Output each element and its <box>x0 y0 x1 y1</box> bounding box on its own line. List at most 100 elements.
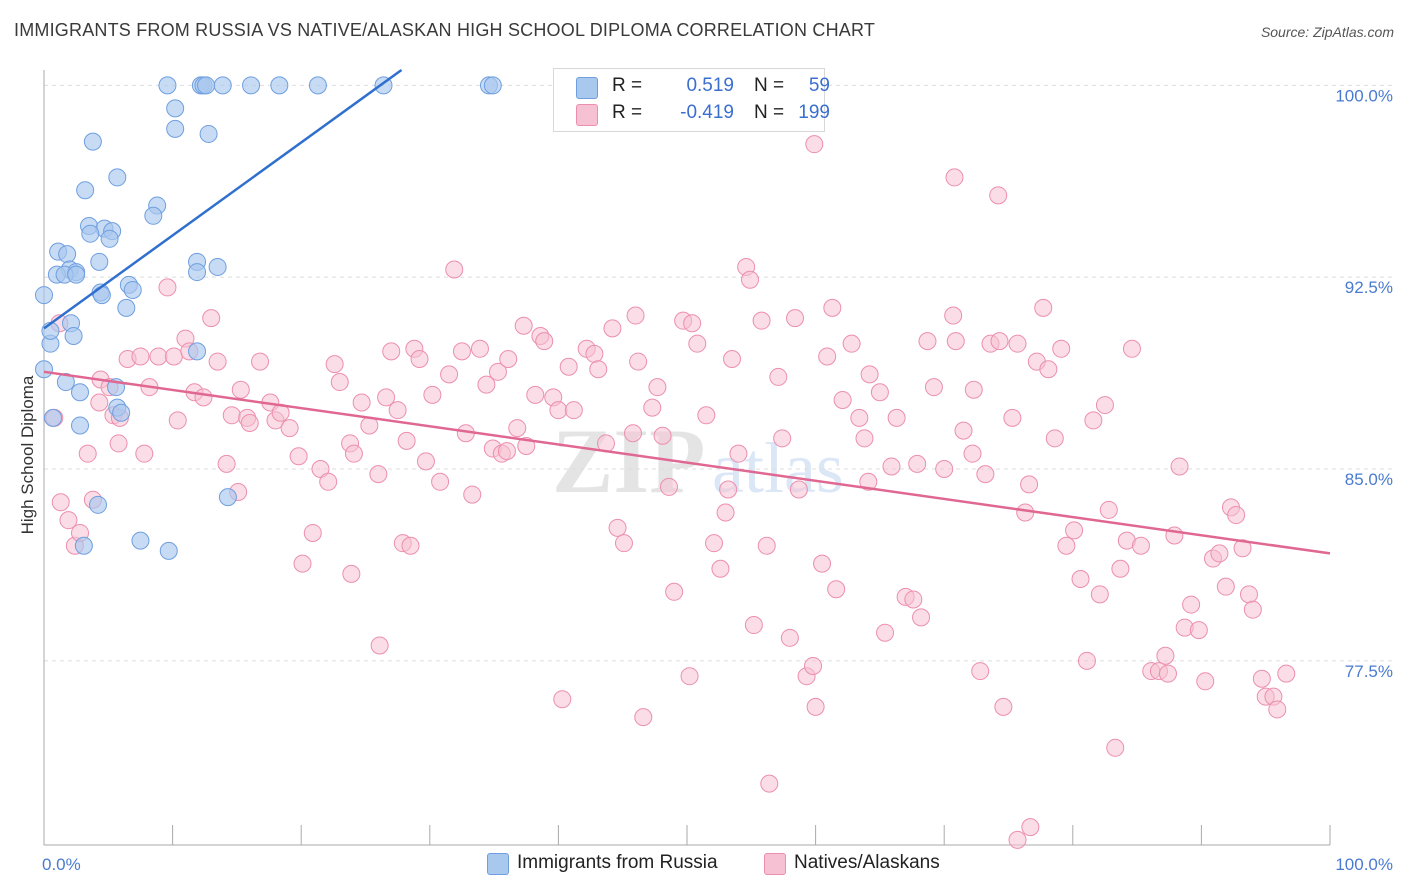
natives-point <box>729 444 748 463</box>
natives-point <box>401 536 420 555</box>
russia-point <box>56 373 75 392</box>
natives-point <box>805 135 824 154</box>
natives-point <box>1156 646 1175 665</box>
natives-point <box>330 373 349 392</box>
natives-point <box>1243 600 1262 619</box>
natives-point <box>397 431 416 450</box>
natives-point <box>477 375 496 394</box>
natives-point <box>370 636 389 655</box>
trend-lines <box>43 68 1331 555</box>
natives-swatch <box>764 853 786 875</box>
natives-point <box>559 357 578 376</box>
natives-point <box>989 186 1008 205</box>
russia-point <box>58 245 77 264</box>
natives-point <box>325 355 344 374</box>
natives-point <box>158 278 177 297</box>
natives-point <box>683 314 702 333</box>
natives-point <box>553 690 572 709</box>
natives-point <box>549 401 568 420</box>
natives-point <box>789 480 808 499</box>
natives-point <box>855 429 874 448</box>
natives-point <box>827 580 846 599</box>
natives-point <box>1210 544 1229 563</box>
natives-point <box>585 344 604 363</box>
natives-point <box>208 352 227 371</box>
natives-point <box>954 421 973 440</box>
r-value: -0.419 <box>680 102 734 123</box>
natives-point <box>859 472 878 491</box>
natives-point <box>388 401 407 420</box>
legend-label: Natives/Alaskans <box>794 852 940 873</box>
russia-point <box>108 168 127 187</box>
russia-point <box>218 488 237 507</box>
natives-point <box>90 393 109 412</box>
natives-point <box>1170 457 1189 476</box>
natives-point <box>1003 408 1022 427</box>
natives-point <box>1020 475 1039 494</box>
russia-point <box>89 495 108 514</box>
natives-point <box>470 339 489 358</box>
natives-point <box>944 306 963 325</box>
russia-point <box>35 286 53 305</box>
natives-point <box>168 411 187 430</box>
natives-point <box>463 485 482 504</box>
russia-trend-line <box>43 68 403 330</box>
chart-title: IMMIGRANTS FROM RUSSIA VS NATIVE/ALASKAN… <box>14 20 876 40</box>
natives-point <box>760 774 779 793</box>
natives-point <box>976 465 995 484</box>
natives-point <box>1277 664 1296 683</box>
natives-point <box>752 311 771 330</box>
natives-point <box>823 298 842 317</box>
natives-point <box>918 332 937 351</box>
natives-point <box>806 697 825 716</box>
x-tick-labels: 0.0% 100.0% <box>42 855 1393 874</box>
natives-point <box>659 477 678 496</box>
russia-point <box>213 76 232 95</box>
y-tick-label: 77.5% <box>1345 662 1393 681</box>
natives-point <box>876 623 895 642</box>
natives-point <box>688 334 707 353</box>
russia-point <box>188 342 207 361</box>
natives-point <box>813 554 832 573</box>
natives-point <box>440 365 459 384</box>
russia-point <box>242 76 261 95</box>
natives-point <box>1065 521 1084 540</box>
natives-point <box>773 429 792 448</box>
axes <box>43 70 1331 846</box>
natives-point <box>945 168 964 187</box>
n-value: 199 <box>798 102 830 123</box>
russia-point <box>44 408 63 427</box>
y-tick-label: 100.0% <box>1335 86 1393 105</box>
natives-point <box>990 332 1009 351</box>
natives-point <box>1071 569 1090 588</box>
natives-point <box>222 406 241 425</box>
russia-point <box>131 531 150 550</box>
natives-point <box>280 419 299 438</box>
russia-point <box>64 327 83 346</box>
russia-point <box>270 76 289 95</box>
russia-point <box>188 263 207 282</box>
natives-point <box>1099 500 1118 519</box>
natives-point <box>78 444 97 463</box>
natives-point <box>804 656 823 675</box>
natives-point <box>303 523 322 542</box>
natives-point <box>833 390 852 409</box>
natives-point <box>202 309 221 328</box>
natives-point <box>850 408 869 427</box>
natives-point <box>994 697 1013 716</box>
russia-point <box>112 403 131 422</box>
natives-point <box>614 534 633 553</box>
russia-point <box>67 265 86 284</box>
russia-point <box>74 536 93 555</box>
natives-point <box>1039 360 1058 379</box>
natives-point <box>697 406 716 425</box>
natives-point <box>723 350 742 369</box>
natives-point <box>59 511 78 530</box>
natives-point <box>1196 672 1215 691</box>
natives-point <box>1268 700 1287 719</box>
immigrants-russia-points <box>35 76 502 560</box>
natives-point <box>1158 664 1177 683</box>
natives-point <box>1045 429 1064 448</box>
y-tick-label: 85.0% <box>1345 470 1393 489</box>
